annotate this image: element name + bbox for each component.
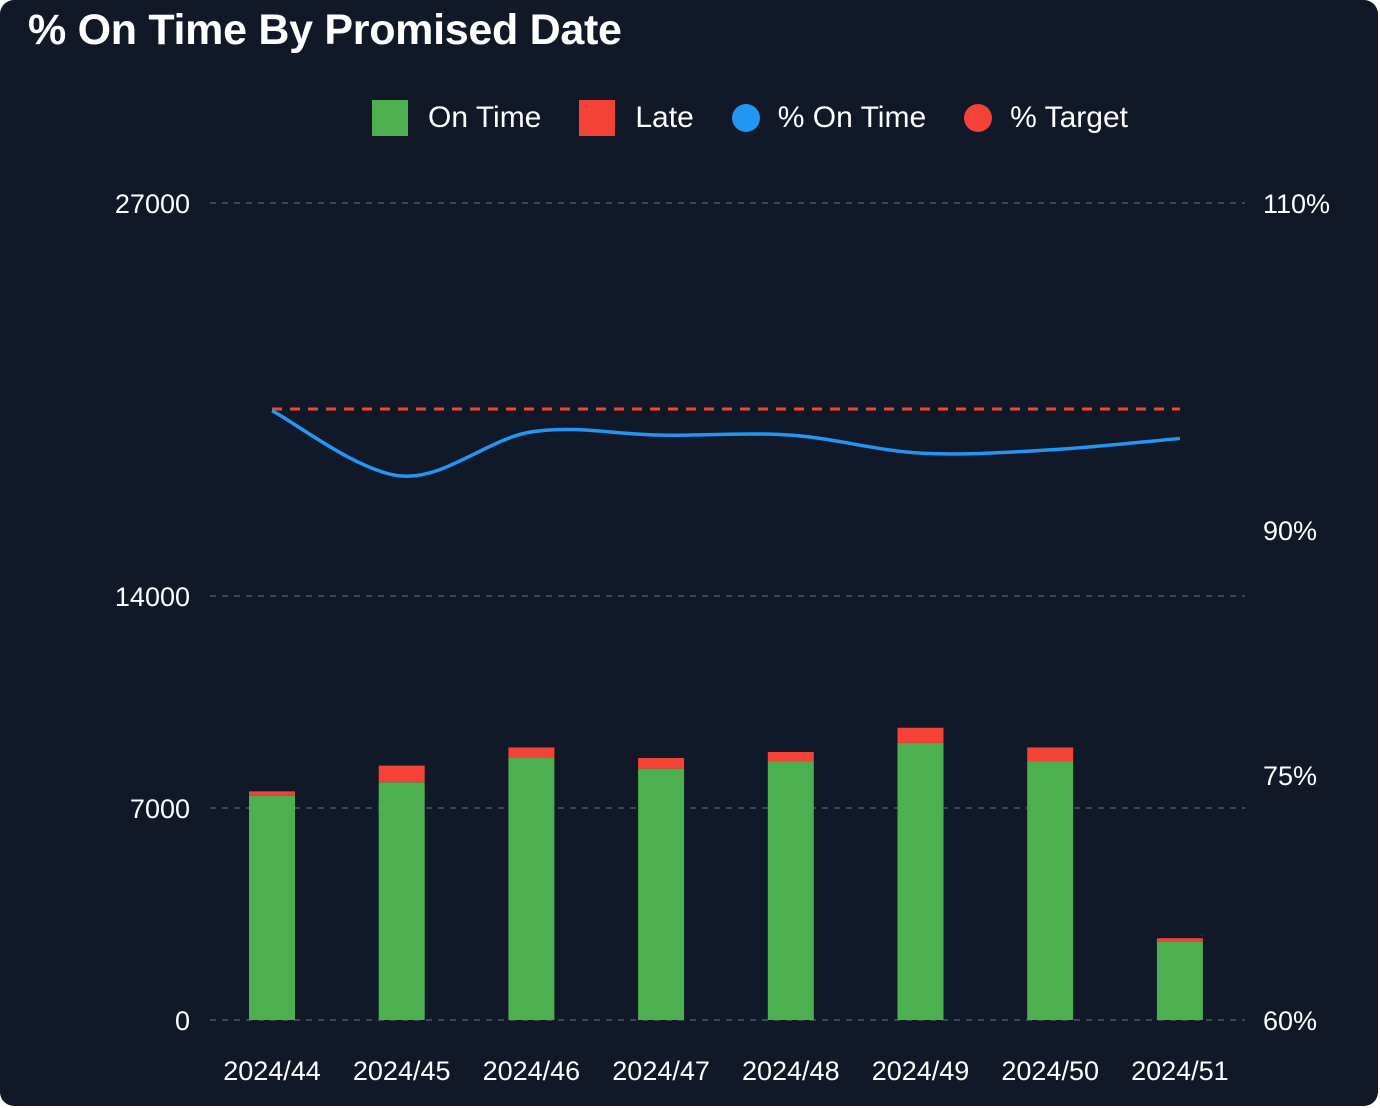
- bar-on-time: [249, 795, 295, 1020]
- legend-swatch-pct-on-time: [731, 104, 760, 132]
- legend-swatch-on-time: [372, 100, 408, 136]
- right-axis-tick-label: 90%: [1263, 516, 1317, 546]
- bar-on-time: [767, 761, 814, 1020]
- legend-item-pct-on-time[interactable]: % On Time: [731, 101, 927, 135]
- bar-on-time: [508, 758, 555, 1020]
- bar-late: [378, 765, 425, 783]
- legend-item-on-time[interactable]: On Time: [372, 100, 541, 136]
- legend-item-pct-target[interactable]: % Target: [964, 101, 1128, 135]
- series-pct-on-time-line: [271, 409, 1181, 478]
- bar-on-time: [897, 742, 944, 1020]
- right-axis-tick-label: 110%: [1263, 189, 1330, 219]
- x-axis-tick-label: 2024/49: [872, 1056, 970, 1086]
- bar-late: [1156, 938, 1203, 942]
- right-axis-tick-label: 60%: [1263, 1006, 1317, 1036]
- legend-label-pct-target: % Target: [1010, 101, 1128, 134]
- bar-late: [508, 747, 555, 759]
- left-axis-tick-label: 7000: [130, 794, 190, 824]
- x-axis-tick-label: 2024/51: [1131, 1056, 1229, 1086]
- legend-label-pct-on-time: % On Time: [777, 101, 927, 134]
- legend-swatch-late: [579, 100, 616, 136]
- left-axis-tick-label: 27000: [115, 189, 190, 219]
- legend-swatch-pct-target: [964, 104, 993, 132]
- left-axis-tick-label: 14000: [115, 582, 190, 612]
- legend: On Time Late % On Time % Target: [372, 100, 1128, 136]
- bar-on-time: [1156, 941, 1203, 1020]
- left-axis-tick-label: 0: [175, 1006, 190, 1036]
- x-axis-tick-label: 2024/47: [612, 1056, 710, 1086]
- x-axis-tick-label: 2024/46: [483, 1056, 581, 1086]
- bar-late: [1027, 747, 1074, 762]
- legend-item-late[interactable]: Late: [579, 100, 694, 136]
- bar-on-time: [378, 782, 425, 1020]
- legend-label-late: Late: [635, 101, 694, 134]
- legend-label-on-time: On Time: [428, 101, 542, 134]
- chart-title: % On Time By Promised Date: [28, 6, 622, 54]
- bar-on-time: [1027, 761, 1074, 1020]
- x-axis-tick-label: 2024/48: [742, 1056, 840, 1086]
- right-axis-tick-label: 75%: [1263, 761, 1317, 791]
- x-axis-tick-label: 2024/45: [353, 1056, 451, 1086]
- bar-late: [767, 751, 814, 762]
- bar-late: [249, 791, 295, 796]
- x-axis-tick-label: 2024/50: [1001, 1056, 1099, 1086]
- bar-late: [638, 758, 685, 769]
- x-axis-tick-label: 2024/44: [223, 1056, 321, 1086]
- bar-late: [897, 727, 944, 743]
- bar-on-time: [638, 768, 685, 1020]
